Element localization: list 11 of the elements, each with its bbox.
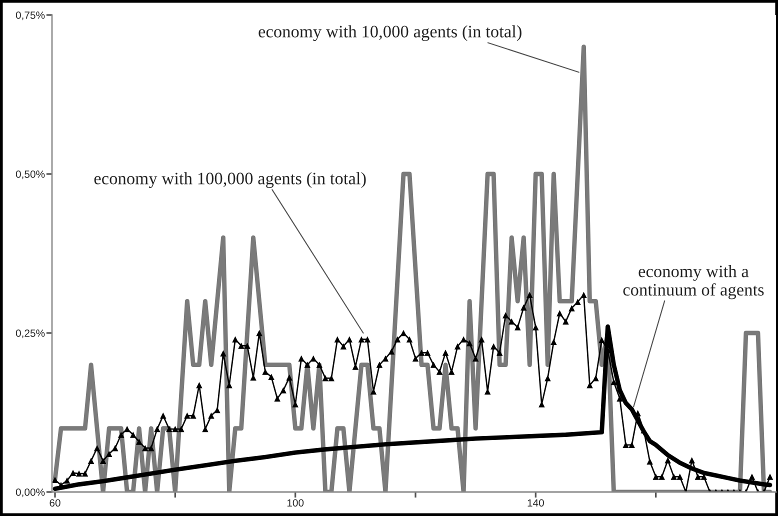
annotation: economy with 100,000 agents (in total): [94, 172, 366, 188]
y-tick-label: 0,50%: [16, 170, 45, 180]
annotation: economy with a continuum of agents: [623, 265, 764, 300]
y-tick-label: 0,75%: [16, 12, 45, 20]
x-tick-label: 60: [50, 499, 60, 507]
y-tick-label: 0,00%: [16, 488, 45, 498]
x-tick-label: 100: [287, 499, 304, 507]
x-tick-label: 140: [528, 499, 544, 507]
y-tick-label: 0,25%: [16, 330, 45, 338]
annotation: economy with 10,000 agents (in total): [258, 25, 522, 42]
line-series: [52, 44, 772, 492]
